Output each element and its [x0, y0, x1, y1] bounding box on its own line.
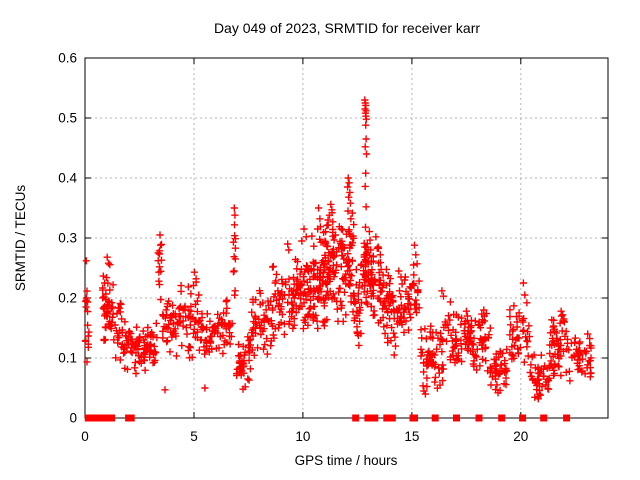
svg-text:5: 5 [190, 429, 198, 444]
svg-text:0.5: 0.5 [58, 111, 77, 126]
svg-text:0: 0 [69, 411, 77, 426]
svg-text:15: 15 [404, 429, 419, 444]
svg-text:0.1: 0.1 [58, 351, 77, 366]
svg-text:0.2: 0.2 [58, 291, 77, 306]
svg-text:0.3: 0.3 [58, 231, 77, 246]
y-axis-label: SRMTID / TECUs [13, 185, 28, 292]
svg-text:0.4: 0.4 [58, 171, 77, 186]
scatter-points [82, 96, 595, 403]
x-axis-label: GPS time / hours [295, 453, 398, 468]
zero-value-markers [84, 414, 571, 422]
svg-text:0.6: 0.6 [58, 51, 77, 66]
svg-text:10: 10 [295, 429, 310, 444]
chart-title: Day 049 of 2023, SRMTID for receiver kar… [214, 20, 480, 36]
tick-labels: 0 5 10 15 20 0 0.1 0.2 0.3 0.4 0.5 0.6 [58, 51, 528, 445]
svg-text:20: 20 [513, 429, 528, 444]
svg-text:0: 0 [81, 429, 89, 444]
